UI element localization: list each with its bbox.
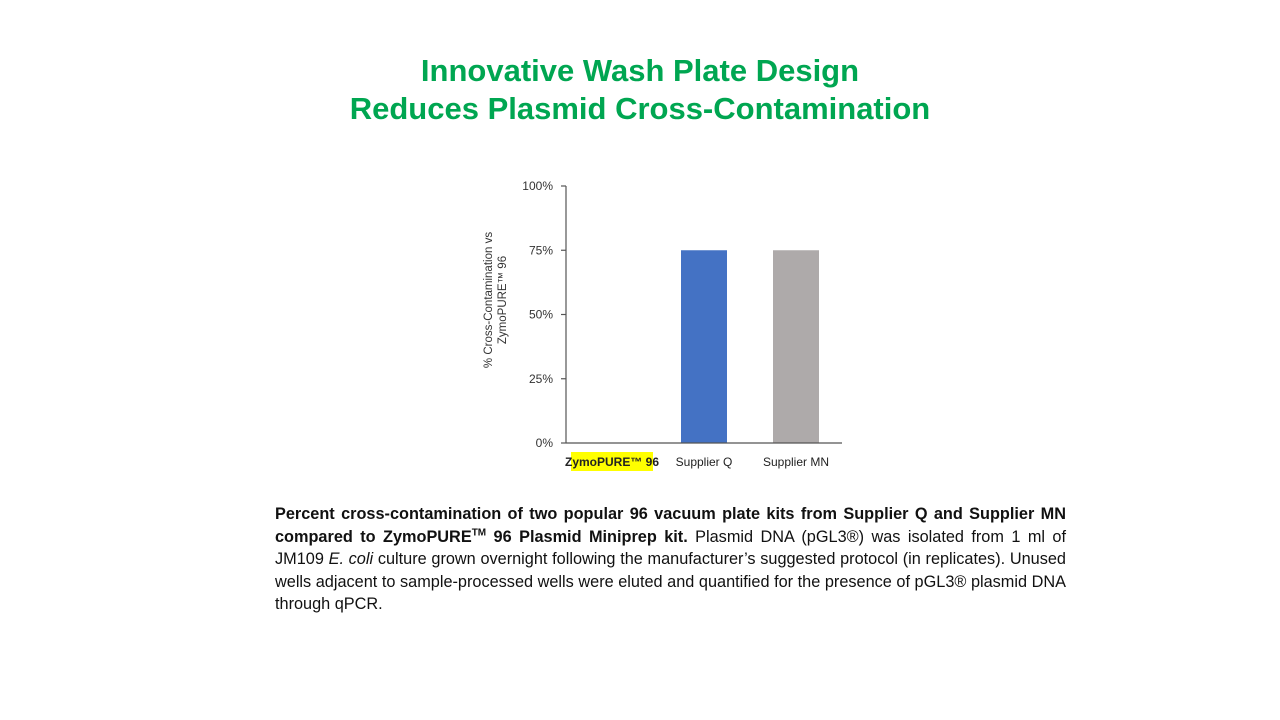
y-tick-label: 0% xyxy=(536,436,554,450)
title-line-1: Innovative Wash Plate Design xyxy=(420,53,860,88)
y-axis-label-line-1: % Cross-Contamination vs xyxy=(483,232,495,368)
caption-text-part-1: Plasmid DNA (pGL3®) was isolated from 1 … xyxy=(275,527,1066,569)
caption-bold-lead: Percent cross-contamination of two popul… xyxy=(275,505,1066,546)
caption-species: E. coli xyxy=(328,550,374,568)
bar xyxy=(681,250,727,443)
slide-title: Innovative Wash Plate Design Reduces Pla… xyxy=(0,52,1280,128)
bar xyxy=(773,250,819,443)
category-highlight xyxy=(571,452,653,471)
y-axis-label: % Cross-Contamination vs ZymoPURE™ 96 xyxy=(483,232,509,368)
y-tick-label: 25% xyxy=(529,372,553,386)
cross-contamination-bar-chart: % Cross-Contamination vs ZymoPURE™ 96 0%… xyxy=(483,179,842,471)
y-tick-label: 100% xyxy=(522,179,553,193)
y-tick-label: 50% xyxy=(529,308,553,322)
caption-trademark: TM xyxy=(471,527,487,539)
y-axis-label-line-2: ZymoPURE™ 96 xyxy=(497,256,509,344)
category-label: Supplier Q xyxy=(676,455,733,469)
x-axis-categories: ZymoPURE™ 96 Supplier Q Supplier MN xyxy=(565,452,829,471)
caption-text-part-2: culture grown overnight following the ma… xyxy=(275,550,1066,613)
title-line-2: Reduces Plasmid Cross-Contamination xyxy=(349,91,931,126)
figure-caption: Percent cross-contamination of two popul… xyxy=(275,503,1066,616)
caption-bold-part-1: Percent cross-contamination of two popul… xyxy=(275,505,1066,546)
category-label: ZymoPURE™ 96 xyxy=(565,455,659,469)
bars xyxy=(681,250,819,443)
caption-bold-part-2: 96 Plasmid Miniprep kit. xyxy=(486,527,688,546)
y-axis-ticks: 0% 25% 50% 75% 100% xyxy=(522,179,566,450)
category-label: Supplier MN xyxy=(763,455,829,469)
y-tick-label: 75% xyxy=(529,243,553,257)
